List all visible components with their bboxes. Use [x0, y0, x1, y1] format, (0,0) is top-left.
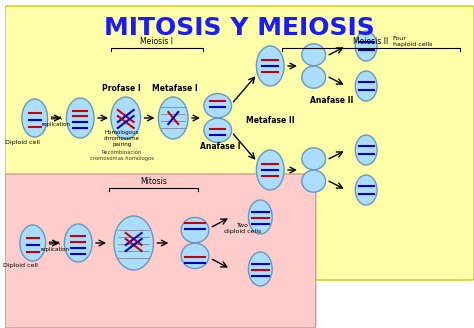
- Ellipse shape: [181, 217, 209, 243]
- Ellipse shape: [256, 150, 284, 190]
- Ellipse shape: [204, 118, 232, 142]
- Ellipse shape: [356, 135, 377, 165]
- Text: Two
diploid cells: Two diploid cells: [224, 223, 261, 234]
- Text: MITOSIS Y MEIOSIS: MITOSIS Y MEIOSIS: [104, 16, 375, 40]
- Text: DNA
replication: DNA replication: [40, 241, 69, 252]
- FancyBboxPatch shape: [5, 174, 316, 328]
- Text: DNA
replication: DNA replication: [42, 116, 71, 127]
- Ellipse shape: [114, 216, 154, 270]
- Ellipse shape: [302, 148, 326, 170]
- Text: Diploid cell: Diploid cell: [3, 263, 38, 268]
- Ellipse shape: [66, 98, 94, 138]
- Text: Homologous
chromosome
pairing: Homologous chromosome pairing: [104, 131, 140, 147]
- Ellipse shape: [302, 170, 326, 192]
- Text: Anafase I: Anafase I: [201, 142, 241, 151]
- Ellipse shape: [302, 66, 326, 88]
- Text: Metafase I: Metafase I: [152, 84, 198, 93]
- Text: Meiosis II: Meiosis II: [354, 37, 389, 46]
- Text: Diploid cell: Diploid cell: [5, 140, 40, 145]
- Ellipse shape: [356, 175, 377, 205]
- Ellipse shape: [248, 200, 272, 234]
- Ellipse shape: [22, 99, 47, 137]
- FancyBboxPatch shape: [5, 6, 474, 280]
- Ellipse shape: [181, 243, 209, 269]
- Ellipse shape: [248, 252, 272, 286]
- Text: Mitosis: Mitosis: [140, 177, 167, 186]
- Ellipse shape: [158, 97, 188, 139]
- Ellipse shape: [20, 225, 46, 261]
- Text: Profase I: Profase I: [102, 84, 141, 93]
- Text: Meiosis I: Meiosis I: [140, 37, 173, 46]
- Ellipse shape: [64, 224, 92, 262]
- Text: Metafase II: Metafase II: [246, 116, 294, 125]
- Ellipse shape: [356, 71, 377, 101]
- Ellipse shape: [356, 31, 377, 61]
- Ellipse shape: [204, 93, 232, 118]
- Text: Recombinación
cromosomas homólogos: Recombinación cromosomas homólogos: [90, 150, 154, 161]
- Ellipse shape: [111, 97, 141, 139]
- Ellipse shape: [256, 46, 284, 86]
- Ellipse shape: [302, 44, 326, 66]
- Text: Anafase II: Anafase II: [310, 96, 353, 105]
- Text: Four
haploid cells: Four haploid cells: [393, 36, 432, 47]
